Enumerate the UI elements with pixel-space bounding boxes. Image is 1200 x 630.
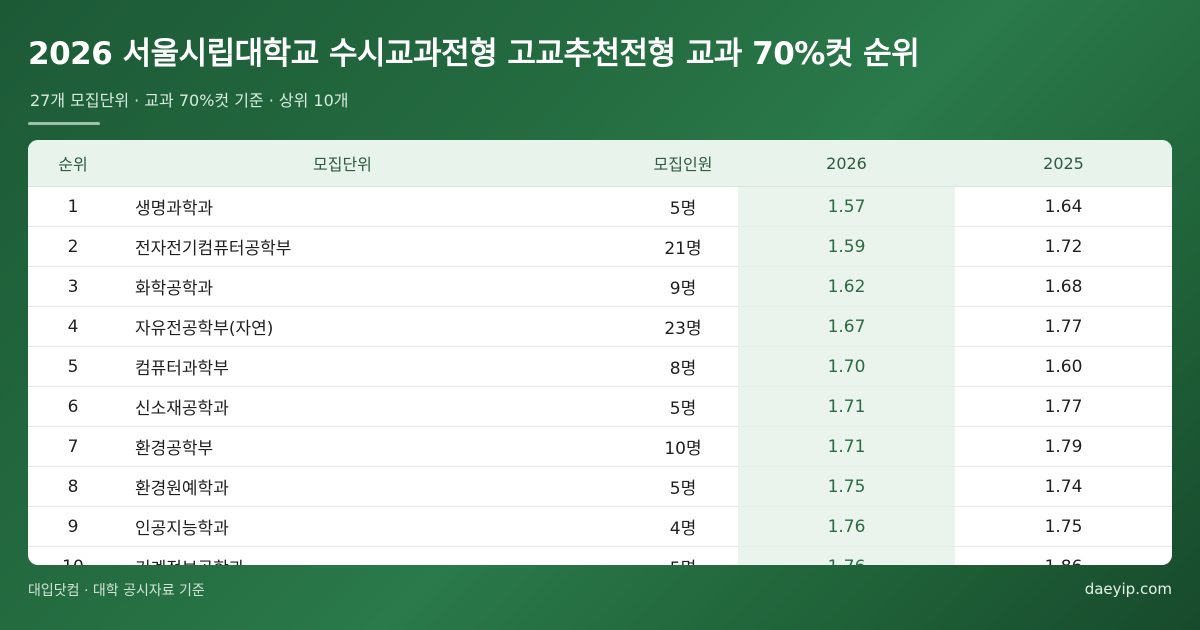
cutoff-2025-cell: 1.64 <box>955 186 1172 227</box>
quota-cell: 8명 <box>628 346 738 387</box>
table-header-row: 순위 모집단위 모집인원 2026 2025 <box>28 140 1172 187</box>
cutoff-2025-cell: 1.86 <box>955 547 1172 566</box>
cutoff-2026-cell: 1.71 <box>738 386 955 427</box>
table-row: 8 환경원예학과 5명 1.75 1.74 <box>28 466 1172 507</box>
quota-cell: 5명 <box>628 466 738 507</box>
rank-cell: 1 <box>28 186 118 227</box>
cutoff-2025-cell: 1.72 <box>955 226 1172 267</box>
table-row: 7 환경공학부 10명 1.71 1.79 <box>28 426 1172 467</box>
cutoff-2025-cell: 1.74 <box>955 466 1172 507</box>
cutoff-2026-cell: 1.70 <box>738 346 955 387</box>
cutoff-2025-cell: 1.68 <box>955 266 1172 307</box>
unit-cell: 화학공학과 <box>118 266 628 307</box>
unit-cell: 환경원예학과 <box>118 466 628 507</box>
quota-cell: 5명 <box>628 186 738 227</box>
rank-cell: 5 <box>28 346 118 387</box>
page-subtitle: 27개 모집단위 · 교과 70%컷 기준 · 상위 10개 <box>30 91 349 110</box>
quota-cell: 21명 <box>628 226 738 267</box>
ranking-table-card: 순위 모집단위 모집인원 2026 2025 1 생명과학과 5명 1.57 1… <box>28 140 1172 565</box>
unit-cell: 컴퓨터과학부 <box>118 346 628 387</box>
cutoff-2026-cell: 1.57 <box>738 186 955 227</box>
table-row: 1 생명과학과 5명 1.57 1.64 <box>28 186 1172 227</box>
cutoff-2025-cell: 1.60 <box>955 346 1172 387</box>
cutoff-2025-cell: 1.77 <box>955 306 1172 347</box>
table-row: 3 화학공학과 9명 1.62 1.68 <box>28 266 1172 307</box>
rank-cell: 10 <box>28 547 118 566</box>
column-header-2025: 2025 <box>955 140 1172 187</box>
cutoff-2026-cell: 1.71 <box>738 426 955 467</box>
cutoff-2025-cell: 1.77 <box>955 386 1172 427</box>
rank-cell: 9 <box>28 506 118 547</box>
title-divider <box>28 122 100 125</box>
unit-cell: 환경공학부 <box>118 426 628 467</box>
cutoff-2025-cell: 1.79 <box>955 426 1172 467</box>
quota-cell: 4명 <box>628 506 738 547</box>
cutoff-2026-cell: 1.75 <box>738 466 955 507</box>
table-row: 5 컴퓨터과학부 8명 1.70 1.60 <box>28 346 1172 387</box>
table-row: 2 전자전기컴퓨터공학부 21명 1.59 1.72 <box>28 226 1172 267</box>
unit-cell: 신소재공학과 <box>118 386 628 427</box>
unit-cell: 생명과학과 <box>118 186 628 227</box>
table-row: 10 기계정보공학과 5명 1.76 1.86 <box>28 546 1172 566</box>
table-row: 4 자유전공학부(자연) 23명 1.67 1.77 <box>28 306 1172 347</box>
unit-cell: 인공지능학과 <box>118 506 628 547</box>
quota-cell: 23명 <box>628 306 738 347</box>
column-header-quota: 모집인원 <box>628 140 738 187</box>
source-note: 대입닷컴 · 대학 공시자료 기준 <box>28 583 205 599</box>
quota-cell: 10명 <box>628 426 738 467</box>
cutoff-2026-cell: 1.76 <box>738 546 955 565</box>
table-row: 9 인공지능학과 4명 1.76 1.75 <box>28 506 1172 547</box>
rank-cell: 6 <box>28 386 118 427</box>
rank-cell: 2 <box>28 226 118 267</box>
column-header-2026: 2026 <box>738 140 955 187</box>
rank-cell: 7 <box>28 426 118 467</box>
cutoff-2025-cell: 1.75 <box>955 506 1172 547</box>
unit-cell: 자유전공학부(자연) <box>118 306 628 347</box>
cutoff-2026-cell: 1.62 <box>738 266 955 307</box>
quota-cell: 5명 <box>628 547 738 565</box>
rank-cell: 8 <box>28 466 118 507</box>
quota-cell: 9명 <box>628 266 738 307</box>
column-header-unit: 모집단위 <box>118 140 628 187</box>
quota-cell: 5명 <box>628 386 738 427</box>
rank-cell: 4 <box>28 306 118 347</box>
table-row: 6 신소재공학과 5명 1.71 1.77 <box>28 386 1172 427</box>
page-title: 2026 서울시립대학교 수시교과전형 고교추천전형 교과 70%컷 순위 <box>28 36 920 72</box>
site-link[interactable]: daeyip.com <box>1084 580 1172 598</box>
ranking-table: 순위 모집단위 모집인원 2026 2025 1 생명과학과 5명 1.57 1… <box>28 140 1172 565</box>
column-header-rank: 순위 <box>28 140 118 187</box>
unit-cell: 기계정보공학과 <box>118 547 628 565</box>
cutoff-2026-cell: 1.67 <box>738 306 955 347</box>
cutoff-2026-cell: 1.59 <box>738 226 955 267</box>
unit-cell: 전자전기컴퓨터공학부 <box>118 226 628 267</box>
rank-cell: 3 <box>28 266 118 307</box>
cutoff-2026-cell: 1.76 <box>738 506 955 547</box>
